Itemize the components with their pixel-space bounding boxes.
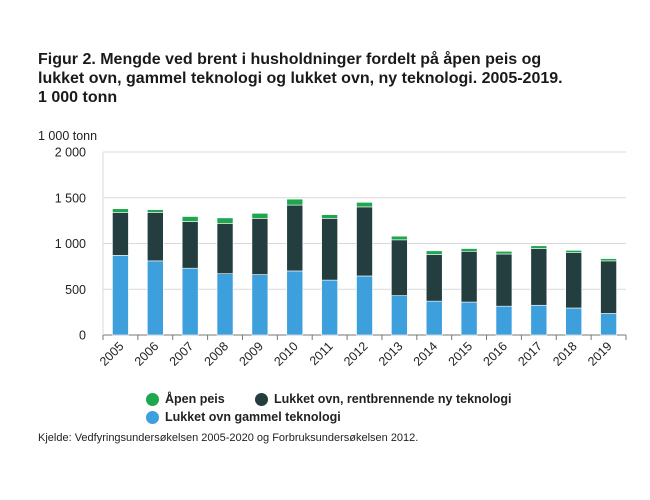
bar-segment <box>565 252 583 309</box>
bar-segment <box>216 217 234 224</box>
legend-item-lukket-ovn-gammel: Lukket ovn gammel teknologi <box>146 410 341 424</box>
legend-label-lukket-ovn-gammel: Lukket ovn gammel teknologi <box>165 410 341 424</box>
y-tick-label: 0 <box>79 329 86 343</box>
bar-segment <box>251 213 269 219</box>
legend-swatch-apen-peis <box>146 392 159 406</box>
bar-segment <box>216 223 234 274</box>
x-tick-label: 2011 <box>307 339 336 368</box>
x-tick-label: 2016 <box>481 339 511 369</box>
bar-segment <box>112 212 129 256</box>
bar-segment <box>181 216 199 222</box>
legend-swatch-lukket-ovn-ny <box>255 392 268 406</box>
legend-label-apen-peis: Åpen peis <box>165 392 225 406</box>
chart-title: Figur 2. Mengde ved brent i husholdninge… <box>38 51 563 106</box>
bar-segment <box>530 245 548 249</box>
y-tick-label: 1 000 <box>55 237 86 251</box>
x-tick-label: 2017 <box>515 339 545 369</box>
bar-segment <box>425 300 443 336</box>
y-axis-label: 1 000 tonn <box>38 129 98 143</box>
bar-segment <box>600 313 617 336</box>
bar-segment <box>181 267 199 336</box>
x-tick-label: 2019 <box>585 339 615 369</box>
bar-segment <box>251 274 269 336</box>
x-tick-label: 2008 <box>202 339 232 369</box>
x-tick-label: 2007 <box>167 339 197 369</box>
bar-segment <box>286 204 304 272</box>
bar-segment <box>112 255 129 336</box>
bar-segment <box>216 273 234 336</box>
legend-label-lukket-ovn-ny: Lukket ovn, rentbrennende ny teknologi <box>274 392 512 406</box>
bar-segment <box>460 248 478 252</box>
bar-segment <box>356 275 373 336</box>
x-tick-label: 2005 <box>97 339 127 369</box>
bar-segment <box>565 250 583 253</box>
bar-segment <box>286 198 304 206</box>
bar-segment <box>495 253 513 307</box>
bar-segment <box>530 248 548 306</box>
bar-segment <box>391 295 408 336</box>
bar-segment <box>147 260 164 336</box>
y-tick-label: 2 000 <box>55 146 86 160</box>
bar-segment <box>147 209 164 213</box>
bar-segment <box>321 218 338 281</box>
bar-segment <box>530 304 548 336</box>
bar-segment <box>600 260 617 314</box>
y-tick-label: 1 500 <box>55 191 86 205</box>
bar-segment <box>112 208 129 213</box>
y-tick-label: 500 <box>65 283 86 297</box>
x-tick-label: 2013 <box>376 339 406 369</box>
source-note: Kjelde: Vedfyringsundersøkelsen 2005-202… <box>38 432 419 444</box>
x-tick-label: 2009 <box>236 339 266 369</box>
bar-segment <box>321 279 338 336</box>
bar-segment <box>391 235 408 241</box>
bar-segment <box>495 250 513 255</box>
bar-segment <box>565 307 583 336</box>
x-tick-label: 2015 <box>446 339 476 369</box>
bar-segment <box>356 206 373 277</box>
bar-segment <box>147 212 164 262</box>
bar-segment <box>460 250 478 303</box>
bar-segment <box>495 305 513 336</box>
bar-segment <box>181 221 199 269</box>
x-tick-label: 2010 <box>271 339 301 369</box>
bar-segment <box>460 301 478 336</box>
bar-segment <box>425 250 443 255</box>
bar-segment <box>251 218 269 275</box>
x-tick-label: 2006 <box>132 339 162 369</box>
bar-segment <box>286 270 304 336</box>
x-tick-label: 2018 <box>550 339 580 369</box>
bar-segment <box>391 239 408 296</box>
legend-item-apen-peis: Åpen peis <box>146 392 225 406</box>
bar-segment <box>321 214 338 219</box>
legend-item-lukket-ovn-ny: Lukket ovn, rentbrennende ny teknologi <box>255 392 512 406</box>
legend-swatch-lukket-ovn-gammel <box>146 410 159 424</box>
bar-segment <box>600 258 617 262</box>
bar-segment <box>425 254 443 302</box>
x-tick-label: 2014 <box>411 339 441 369</box>
bar-segment <box>356 202 373 208</box>
x-tick-label: 2012 <box>341 339 371 369</box>
